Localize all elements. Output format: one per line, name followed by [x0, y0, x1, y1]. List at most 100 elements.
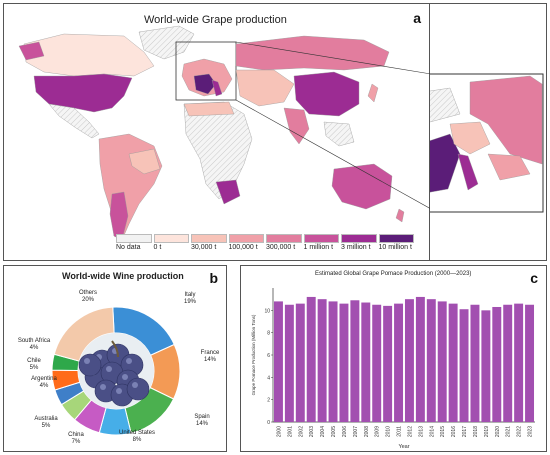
- legend-swatch: [191, 234, 227, 243]
- bar-2016: [448, 303, 458, 422]
- x-tick-label: 2001: [287, 426, 293, 437]
- bar-2005: [328, 301, 338, 422]
- x-tick-label: 2002: [298, 426, 304, 437]
- legend-label: 10 million t: [378, 244, 412, 251]
- legend-swatch: [116, 234, 152, 243]
- bar-2004: [317, 299, 327, 422]
- panel-label-c: c: [530, 270, 538, 286]
- europe-zoom-panel: [430, 3, 547, 261]
- pie-label: Spain 14%: [194, 414, 210, 427]
- map-title: World-wide Grape production: [144, 14, 287, 26]
- y-tick-label: 8: [267, 331, 270, 337]
- x-tick-label: 2011: [397, 426, 403, 437]
- x-axis-label: Year: [398, 444, 409, 450]
- y-tick-label: 4: [267, 375, 270, 381]
- bar-2003: [306, 296, 316, 422]
- pie-label: Australia 5%: [34, 416, 58, 429]
- y-tick-label: 2: [267, 398, 270, 404]
- world-map: [18, 25, 431, 241]
- panel-label-a: a: [413, 10, 421, 26]
- bar-2010: [383, 305, 393, 422]
- bar-2000: [273, 301, 283, 422]
- pie-label: Italy 19%: [183, 292, 196, 305]
- map-legend: No data 0 t 30,000 t 100,000 t 300,000 t 1 mi…: [114, 234, 414, 256]
- x-tick-label: 2004: [320, 426, 326, 437]
- india-shape: [283, 107, 310, 145]
- bar-chart: 0 2 4 6 8 10 2000 2001 2002 2003 2004 2005 2006 2007 2…: [251, 288, 535, 450]
- x-tick-label: 2007: [353, 426, 359, 437]
- japan-shape: [367, 83, 379, 103]
- zoom-line-bottom: [235, 99, 431, 210]
- zoom-line-top: [235, 41, 431, 75]
- y-tick-label: 6: [267, 353, 270, 359]
- bar-2002: [295, 303, 305, 422]
- x-tick-label: 2008: [364, 426, 370, 437]
- pie-label: Others 20%: [78, 290, 97, 303]
- x-tick-label: 2014: [429, 426, 435, 437]
- x-tick-label: 2010: [386, 426, 392, 437]
- legend-label: 1 million t: [303, 244, 334, 251]
- grapes-image: [78, 333, 154, 409]
- north-africa-shape: [183, 101, 235, 117]
- grape-production-map-panel: World-wide Grape production a: [3, 3, 431, 261]
- x-tick-label: 2015: [440, 426, 446, 437]
- legend-swatch: [266, 234, 302, 243]
- pie-chart: [51, 306, 181, 436]
- x-tick-label: 2018: [473, 426, 479, 437]
- legend-swatch: [228, 234, 264, 243]
- bar-2018: [470, 304, 480, 422]
- x-tick-label: 2016: [451, 426, 457, 437]
- china-shape: [293, 71, 360, 117]
- bar-2008: [361, 302, 371, 422]
- bar-2001: [284, 304, 294, 422]
- y-tick-label: 10: [264, 308, 270, 314]
- x-tick-label: 2009: [375, 426, 381, 437]
- x-tick-label: 2012: [407, 426, 413, 437]
- x-tick-label: 2003: [309, 426, 315, 437]
- x-tick-label: 2021: [506, 426, 512, 437]
- bar-2022: [514, 303, 524, 422]
- bar-2011: [394, 303, 404, 422]
- legend-swatch: [341, 234, 377, 243]
- zoom-scandinavia-shape: [430, 87, 461, 123]
- pie-label: United States 8%: [119, 430, 156, 443]
- bar-2006: [339, 303, 349, 422]
- panel-label-b: b: [209, 270, 218, 286]
- pie-label: China 7%: [68, 432, 84, 445]
- bar-2012: [404, 299, 414, 422]
- x-tick-label: 2020: [495, 426, 501, 437]
- russia-shape: [235, 35, 390, 71]
- legend-label: 300,000 t: [266, 244, 296, 251]
- legend-swatch: [303, 234, 339, 243]
- pie-label: South Africa 4%: [17, 338, 51, 351]
- brazil-shape: [128, 148, 161, 175]
- bar-2015: [437, 301, 447, 422]
- pie-label: Argentina 4%: [31, 376, 57, 389]
- zoom-russia-shape: [469, 75, 543, 165]
- pomace-bar-panel: Estimated Global Grape Pomace Production…: [240, 265, 547, 452]
- italy-shape: [211, 79, 223, 97]
- bar-2020: [492, 306, 502, 422]
- legend-label: No data: [116, 244, 141, 251]
- legend-swatch: [153, 234, 189, 243]
- bar-2019: [481, 310, 491, 422]
- bar-2007: [350, 300, 360, 422]
- bar-2017: [459, 309, 469, 422]
- zoom-france-spain-shape: [430, 133, 461, 193]
- bar-2021: [503, 304, 513, 422]
- bar-2013: [415, 296, 425, 422]
- pie-label: Chile 5%: [27, 358, 41, 371]
- legend-label: 3 million t: [341, 244, 371, 251]
- legend-label: 100,000 t: [228, 244, 258, 251]
- x-tick-label: 2005: [331, 426, 337, 437]
- zoom-central-europe-shape: [449, 121, 491, 155]
- x-tick-label: 2013: [418, 426, 424, 437]
- new-zealand-shape: [395, 208, 405, 223]
- usa-shape: [33, 73, 133, 113]
- mexico-shape: [48, 103, 100, 139]
- pie-label: France 14%: [200, 350, 220, 363]
- legend-label: 0 t: [153, 244, 162, 251]
- pie-title: World-wide Wine production: [62, 271, 184, 281]
- zoom-italy-shape: [457, 153, 479, 191]
- zoom-turkey-shape: [487, 153, 531, 181]
